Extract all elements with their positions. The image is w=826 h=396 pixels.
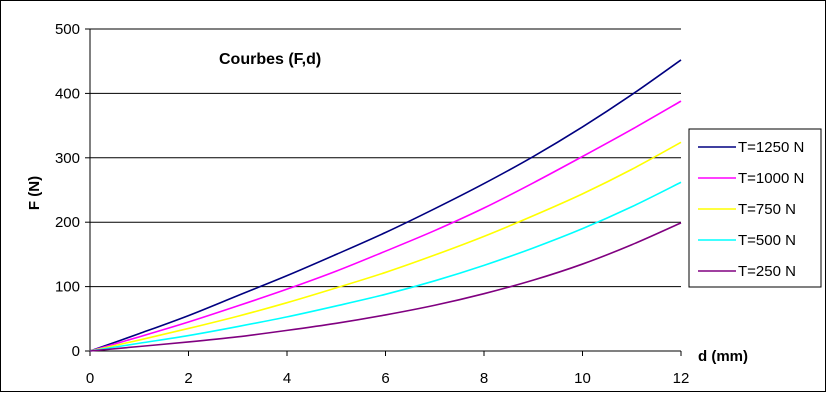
y-tick-label: 300 <box>55 150 80 167</box>
legend-label: T=500 N <box>738 232 796 249</box>
x-axis-label: d (mm) <box>698 348 748 365</box>
legend-box <box>688 128 822 288</box>
legend: T=1250 N T=1000 N T=750 N T=500 N T=250 N <box>688 128 822 288</box>
axes-layer <box>85 28 682 356</box>
series-line <box>89 100 682 352</box>
x-tick-label: 2 <box>184 370 192 387</box>
series-line <box>89 222 682 352</box>
y-tick-label: 100 <box>55 279 80 296</box>
series-layer <box>89 59 682 352</box>
chart-title: Courbes (F,d) <box>219 51 321 68</box>
x-tick-label: 10 <box>574 370 591 387</box>
y-tick-label: 400 <box>55 85 80 102</box>
x-tick-label: 12 <box>673 370 690 387</box>
legend-label: T=750 N <box>738 201 796 218</box>
series-line <box>89 59 682 352</box>
series-line <box>89 181 682 352</box>
y-tick-label: 0 <box>72 343 80 360</box>
legend-label: T=1000 N <box>738 170 804 187</box>
grid-layer <box>90 28 681 288</box>
x-tick-label: 6 <box>381 370 389 387</box>
ticks-layer: 0 100 200 300 400 500 0 2 4 6 8 10 12 <box>55 21 689 387</box>
legend-label: T=250 N <box>738 263 796 280</box>
y-axis-label: F (N) <box>26 176 43 210</box>
y-tick-label: 200 <box>55 214 80 231</box>
x-tick-label: 4 <box>283 370 291 387</box>
legend-label: T=1250 N <box>738 139 804 156</box>
y-tick-label: 500 <box>55 21 80 38</box>
x-tick-label: 8 <box>480 370 488 387</box>
series-line <box>89 141 682 352</box>
x-tick-label: 0 <box>86 370 94 387</box>
